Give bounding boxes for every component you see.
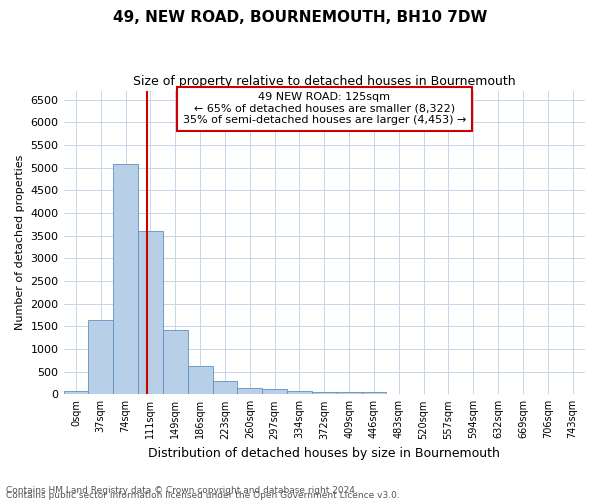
- Bar: [362, 392, 386, 394]
- Y-axis label: Number of detached properties: Number of detached properties: [15, 154, 25, 330]
- Text: 49, NEW ROAD, BOURNEMOUTH, BH10 7DW: 49, NEW ROAD, BOURNEMOUTH, BH10 7DW: [113, 10, 487, 25]
- Text: Contains HM Land Registry data © Crown copyright and database right 2024.: Contains HM Land Registry data © Crown c…: [6, 486, 358, 495]
- Text: Contains public sector information licensed under the Open Government Licence v3: Contains public sector information licen…: [6, 490, 400, 500]
- Bar: [312, 392, 337, 394]
- Bar: [64, 391, 88, 394]
- Bar: [238, 388, 262, 394]
- Bar: [287, 390, 312, 394]
- Title: Size of property relative to detached houses in Bournemouth: Size of property relative to detached ho…: [133, 75, 515, 88]
- Bar: [138, 231, 163, 394]
- X-axis label: Distribution of detached houses by size in Bournemouth: Distribution of detached houses by size …: [148, 447, 500, 460]
- Text: 49 NEW ROAD: 125sqm
← 65% of detached houses are smaller (8,322)
35% of semi-det: 49 NEW ROAD: 125sqm ← 65% of detached ho…: [182, 92, 466, 126]
- Bar: [113, 164, 138, 394]
- Bar: [163, 330, 188, 394]
- Bar: [337, 392, 362, 394]
- Bar: [188, 366, 212, 394]
- Bar: [88, 320, 113, 394]
- Bar: [212, 381, 238, 394]
- Bar: [262, 389, 287, 394]
